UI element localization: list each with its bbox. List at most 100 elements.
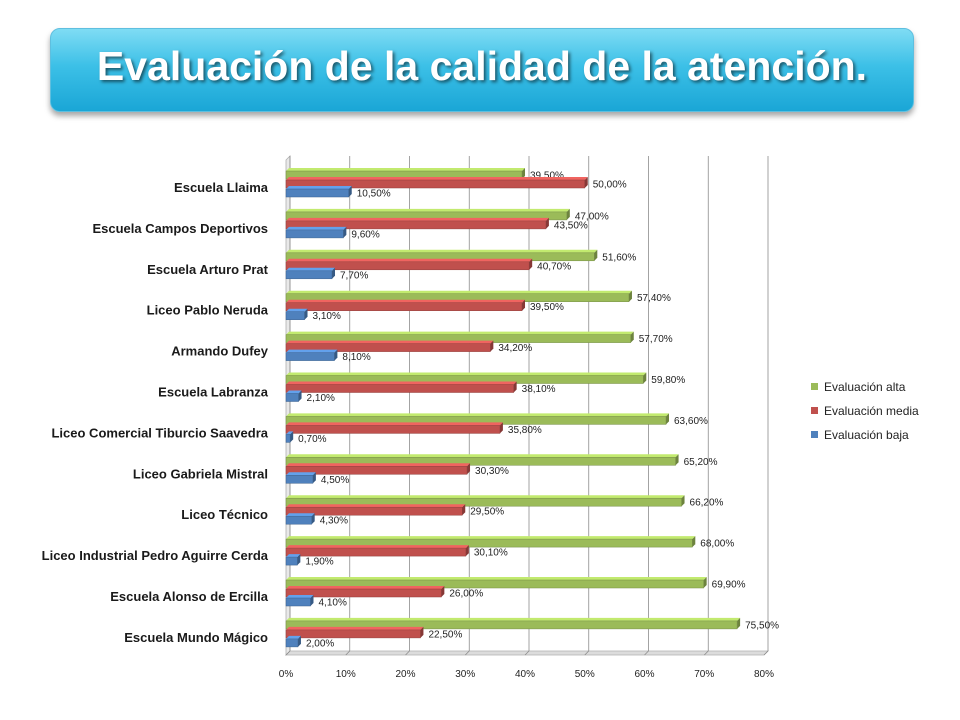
gridline-floor: [763, 650, 769, 656]
bar-end: [692, 536, 696, 548]
gridline-floor: [524, 650, 530, 656]
gridline-floor: [345, 650, 351, 656]
bar: [285, 425, 501, 434]
data-label: 47,00%: [575, 211, 609, 222]
bar-end: [343, 226, 347, 238]
bar-top: [286, 290, 632, 294]
bar-end: [297, 635, 301, 647]
bar-top: [286, 226, 347, 230]
data-label: 68,00%: [700, 539, 734, 550]
legend-label: Evaluación media: [824, 404, 919, 418]
bar-end: [666, 413, 670, 425]
x-tick-label: 50%: [575, 669, 595, 680]
bar: [285, 343, 491, 352]
bar-end: [545, 217, 549, 229]
data-label: 1,90%: [305, 557, 333, 568]
bar: [285, 457, 676, 466]
category-label: Escuela Llaima: [174, 180, 269, 195]
bar-end: [297, 554, 301, 566]
bar: [285, 629, 421, 639]
bar: [285, 352, 335, 361]
data-label: 65,20%: [684, 457, 718, 468]
bar-end: [310, 595, 314, 606]
bar-top: [286, 372, 647, 376]
data-label: 69,90%: [712, 580, 746, 591]
x-tick-label: 0%: [279, 669, 294, 680]
legend-label: Evaluación alta: [824, 380, 906, 394]
bar-end: [465, 545, 469, 557]
bar-end: [312, 472, 316, 484]
bar: [285, 179, 585, 189]
bar: [285, 515, 312, 525]
bar: [285, 229, 344, 239]
bar: [285, 220, 547, 230]
bar-top: [286, 308, 308, 312]
bar-end: [681, 495, 685, 507]
bar-top: [286, 349, 338, 353]
data-label: 29,50%: [470, 507, 504, 518]
data-label: 30,10%: [474, 548, 508, 559]
bar-end: [420, 626, 424, 638]
bar-end: [594, 249, 598, 261]
data-label: 39,50%: [530, 171, 564, 182]
bar-top: [286, 186, 352, 189]
bar: [285, 475, 314, 484]
category-label: Escuela Alonso de Ercilla: [110, 589, 269, 604]
data-label: 8,10%: [342, 352, 370, 363]
bar-end: [441, 586, 445, 597]
category-label: Liceo Industrial Pedro Aguirre Cerda: [42, 548, 269, 563]
gridline-floor: [285, 650, 291, 656]
data-label: 75,50%: [745, 620, 779, 631]
data-label: 4,50%: [321, 475, 349, 486]
data-label: 38,10%: [522, 384, 556, 395]
category-label: Liceo Pablo Neruda: [147, 303, 269, 318]
bar-end: [630, 331, 634, 343]
bar-top: [286, 495, 685, 499]
bar-end: [737, 617, 741, 629]
bar-end: [522, 168, 526, 179]
category-label: Liceo Comercial Tiburcio Saavedra: [51, 425, 268, 440]
category-label: Armando Dufey: [171, 344, 269, 359]
bar-end: [311, 513, 315, 525]
bar: [285, 384, 514, 393]
bar-end: [675, 454, 679, 466]
bar: [285, 620, 738, 630]
category-label: Liceo Gabriela Mistral: [133, 466, 268, 481]
bar-top: [286, 217, 549, 221]
bar-top: [286, 472, 316, 476]
legend-swatch: [811, 407, 818, 414]
bar-top: [286, 208, 570, 212]
x-tick-label: 30%: [455, 669, 475, 680]
bar-top: [286, 504, 466, 508]
category-label: Liceo Técnico: [181, 507, 268, 522]
bar-end: [499, 422, 503, 434]
category-label: Escuela Campos Deportivos: [92, 221, 268, 236]
gridline-floor: [584, 650, 590, 656]
data-label: 57,40%: [637, 293, 671, 304]
bar-top: [286, 390, 302, 394]
data-label: 40,70%: [537, 261, 571, 272]
bar-top: [286, 586, 445, 589]
gridline-floor: [644, 650, 649, 656]
bar-end: [522, 299, 526, 311]
bar-top: [286, 249, 598, 253]
bar: [285, 270, 333, 280]
data-label: 57,70%: [639, 334, 673, 345]
bar: [285, 556, 298, 566]
bar-top: [286, 422, 503, 426]
title-banner: Evaluación de la calidad de la atención.: [50, 28, 914, 112]
data-label: 39,50%: [530, 302, 564, 313]
bar-end: [348, 186, 352, 197]
data-label: 66,20%: [690, 498, 724, 509]
bar: [285, 261, 530, 271]
bar-end: [703, 577, 707, 588]
bar: [285, 588, 442, 598]
data-label: 4,10%: [318, 598, 346, 609]
data-label: 3,10%: [313, 311, 341, 322]
bar-top: [286, 431, 294, 435]
bar: [285, 547, 467, 557]
data-label: 30,30%: [475, 466, 509, 477]
bar: [285, 497, 682, 507]
bar-top: [286, 331, 634, 335]
bar-end: [643, 372, 647, 384]
